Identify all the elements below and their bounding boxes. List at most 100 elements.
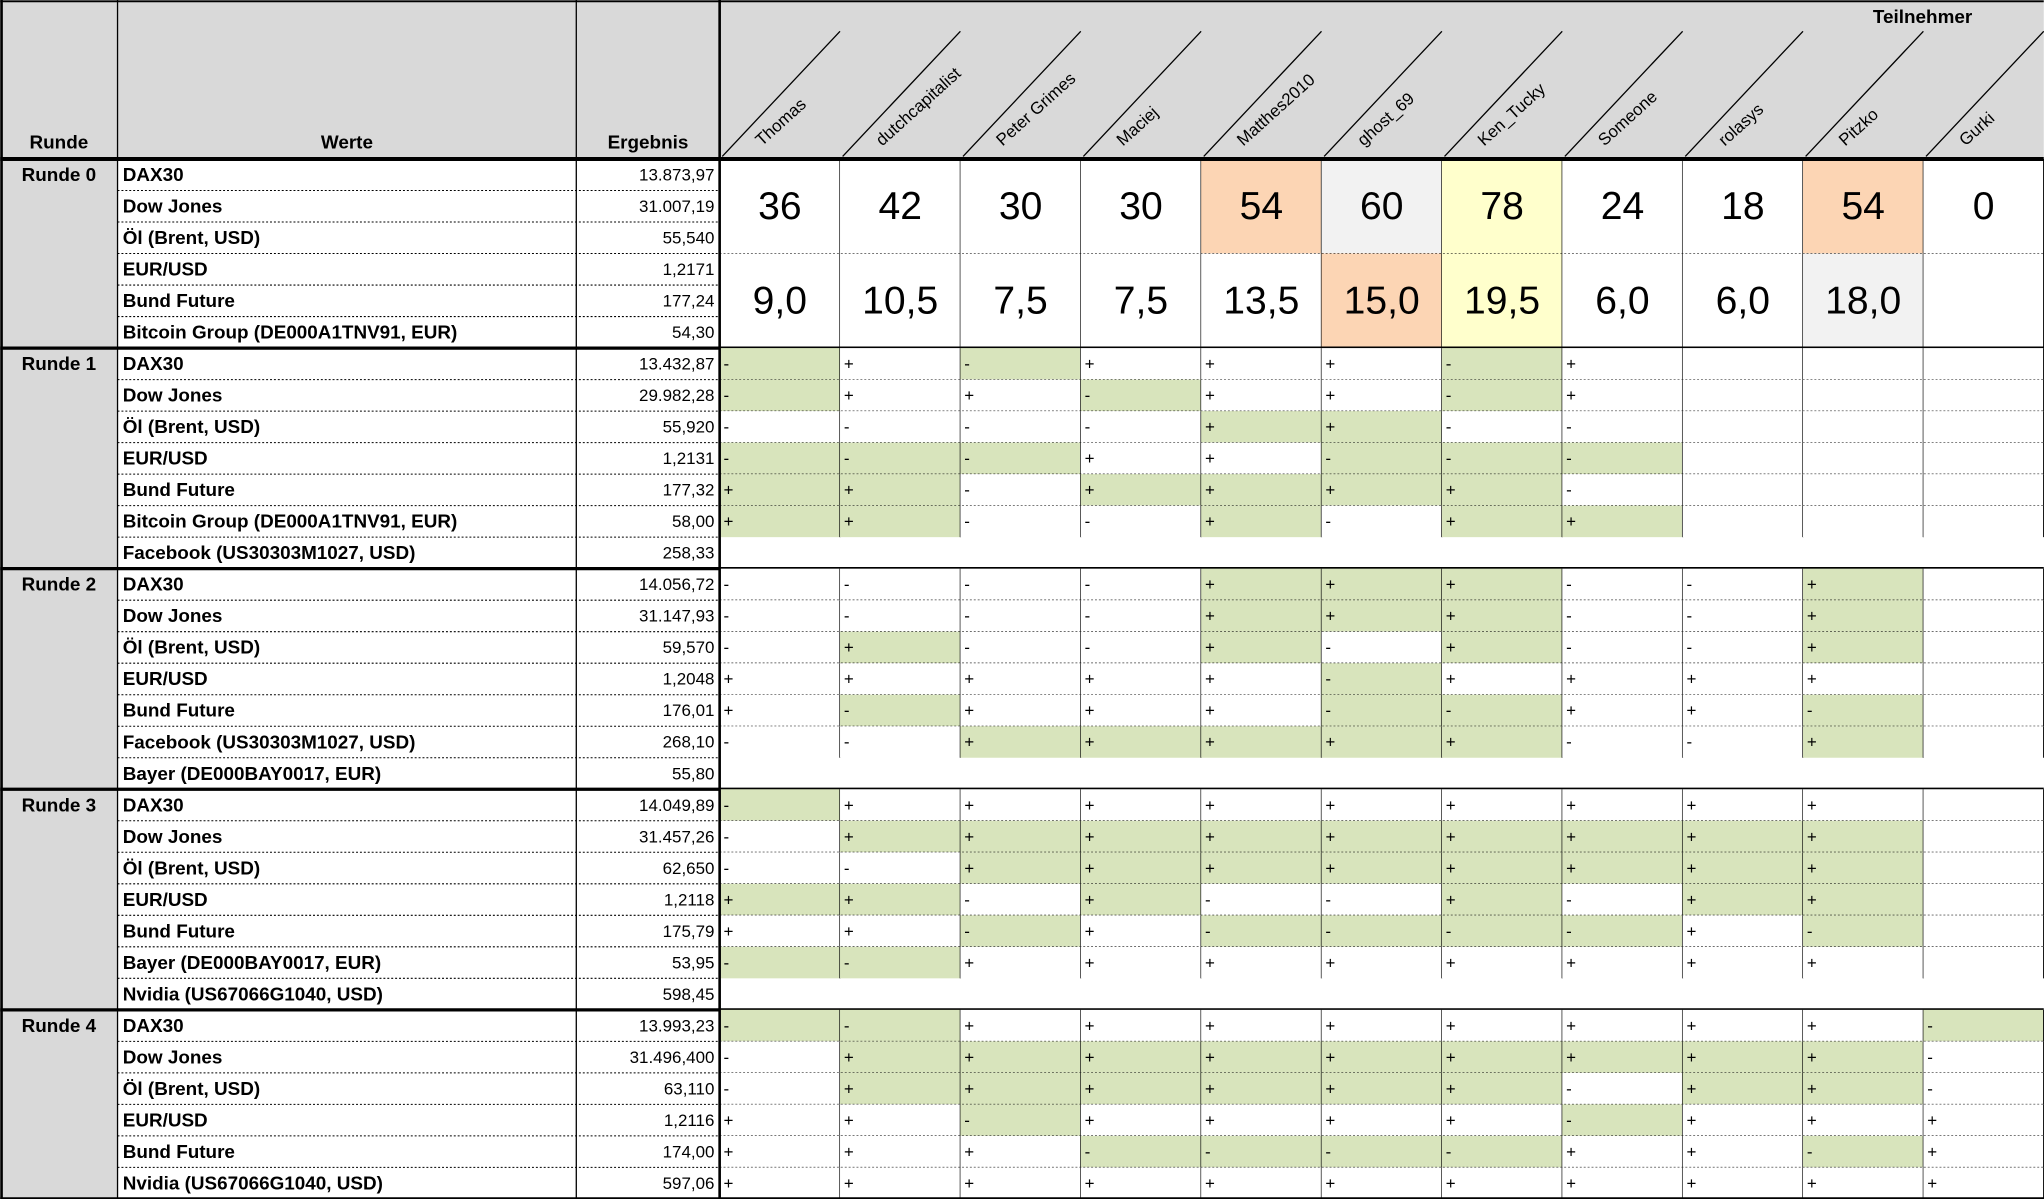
mark-cell (1201, 852, 1322, 884)
mark-cell (840, 379, 961, 412)
mark: + (1927, 1174, 1937, 1193)
score-cell (1562, 158, 1683, 254)
mark-cell (1441, 348, 1563, 380)
mark: - (964, 890, 970, 909)
mark: + (1205, 859, 1215, 878)
score: 36 (758, 185, 801, 228)
mark-cell (960, 726, 1081, 758)
mark-cell (1080, 631, 1202, 664)
mark-cell (1201, 663, 1322, 695)
mark-cell (840, 694, 961, 727)
mark: + (1566, 796, 1576, 815)
mark-cell (1803, 663, 1924, 695)
mark-cell (1803, 1167, 1924, 1199)
mark-cell (1201, 726, 1322, 758)
mark: + (1085, 733, 1095, 752)
mark: - (1085, 386, 1091, 405)
mark: + (1687, 670, 1697, 689)
mark-cell (1321, 1009, 1442, 1042)
mark-cell (1321, 600, 1442, 632)
mark-cell (840, 726, 961, 758)
mark: + (1807, 953, 1817, 972)
score-cell (1441, 253, 1563, 349)
value-name: Bitcoin Group (DE000A1TNV91, EUR) (123, 323, 458, 344)
mark: + (1085, 1079, 1095, 1098)
mark-cell (960, 600, 1081, 632)
mark-cell (1923, 379, 2044, 412)
score-cell (719, 253, 841, 349)
mark-cell (1803, 1135, 1924, 1168)
mark-cell (719, 1104, 841, 1136)
mark: + (1687, 890, 1697, 909)
mark-cell (1321, 411, 1442, 443)
value-result: 62,650 (663, 859, 715, 878)
mark-cell (1441, 1104, 1563, 1136)
score: 9,0 (753, 280, 807, 323)
mark-cell (1923, 820, 2044, 853)
score: 13,5 (1223, 280, 1299, 323)
value-result: 31.007,19 (639, 197, 714, 216)
mark-cell (1803, 631, 1924, 664)
score: 19,5 (1464, 280, 1540, 323)
mark: + (1927, 1142, 1937, 1161)
mark: - (724, 355, 730, 374)
mark-cell (1562, 663, 1683, 695)
value-name: Dow Jones (123, 606, 223, 627)
mark: + (1807, 607, 1817, 626)
mark: - (1687, 575, 1693, 594)
mark-cell (1682, 663, 1804, 695)
value-name: Bayer (DE000BAY0017, EUR) (123, 764, 381, 785)
mark-cell (719, 600, 841, 632)
header-diagonal (1203, 30, 1322, 157)
mark-cell (1321, 1041, 1442, 1073)
mark: - (1807, 922, 1813, 941)
mark-cell (1321, 663, 1442, 695)
mark: - (1566, 481, 1572, 500)
header-runde: Runde (30, 132, 89, 153)
mark: + (844, 1111, 854, 1130)
runde-column-bg (0, 0, 118, 1199)
mark-cell (1201, 820, 1322, 853)
mark-cell (1441, 631, 1563, 664)
mark-cell (1682, 411, 1804, 443)
mark-cell (1803, 1041, 1924, 1073)
score-cell (1803, 158, 1924, 254)
mark: + (1807, 796, 1817, 815)
value-name: Öl (Brent, USD) (123, 228, 260, 249)
mark-cell (1682, 1041, 1804, 1073)
header-ergebnis: Ergebnis (608, 132, 689, 153)
mark: + (1687, 701, 1697, 720)
mark: + (964, 953, 974, 972)
mark-cell (960, 1041, 1081, 1073)
mark-cell (1441, 1167, 1563, 1199)
mark-cell (1441, 789, 1563, 821)
mark: + (1927, 1111, 1937, 1130)
value-name: Bayer (DE000BAY0017, EUR) (123, 953, 381, 974)
mark: + (1446, 1048, 1456, 1067)
mark: + (1085, 827, 1095, 846)
value-result: 1,2118 (664, 890, 715, 909)
mark-cell (1923, 1072, 2044, 1105)
mark-cell (719, 789, 841, 821)
mark-cell (1080, 789, 1202, 821)
mark-cell (1923, 1167, 2044, 1199)
mark-cell (1923, 1104, 2044, 1136)
mark-cell (1803, 1009, 1924, 1042)
mark-cell (1321, 789, 1442, 821)
mark-cell (1201, 915, 1322, 947)
mark: + (844, 386, 854, 405)
mark: + (1205, 1048, 1215, 1067)
mark-cell (1682, 1135, 1804, 1168)
value-name: Nvidia (US67066G1040, USD) (123, 1173, 383, 1194)
score-cell (1682, 253, 1804, 349)
mark: + (1085, 953, 1095, 972)
mark: - (844, 733, 850, 752)
mark-cell (1923, 883, 2044, 916)
mark: + (1446, 575, 1456, 594)
mark-cell (960, 915, 1081, 947)
mark: + (1687, 1048, 1697, 1067)
mark: + (1446, 481, 1456, 500)
mark: + (1807, 638, 1817, 657)
mark-cell (1682, 474, 1804, 506)
mark: - (844, 953, 850, 972)
